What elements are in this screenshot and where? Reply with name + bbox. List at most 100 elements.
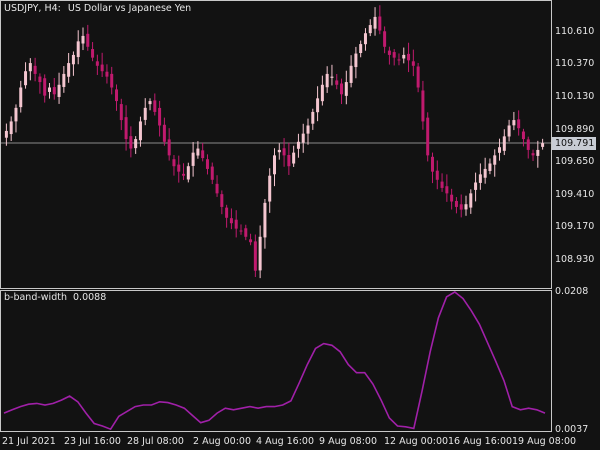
candle[interactable] — [426, 112, 430, 162]
candle[interactable] — [344, 70, 348, 105]
candle[interactable] — [201, 143, 205, 162]
candle[interactable] — [273, 148, 276, 187]
candle[interactable] — [172, 155, 176, 176]
candlestick-series[interactable] — [4, 5, 545, 279]
candle[interactable] — [153, 93, 157, 116]
candle[interactable] — [81, 27, 85, 51]
candle[interactable] — [162, 117, 166, 146]
candle[interactable] — [363, 28, 367, 51]
candle[interactable] — [220, 190, 224, 215]
candle[interactable] — [469, 189, 473, 214]
candle[interactable] — [148, 98, 152, 111]
candle[interactable] — [445, 174, 449, 202]
candle[interactable] — [119, 98, 123, 131]
candle[interactable] — [450, 188, 454, 210]
candle[interactable] — [215, 175, 219, 197]
candle[interactable] — [335, 74, 339, 90]
candle[interactable] — [311, 108, 315, 130]
candle[interactable] — [407, 42, 411, 73]
candle[interactable] — [229, 208, 233, 230]
candle[interactable] — [225, 204, 229, 228]
candle[interactable] — [71, 51, 75, 76]
candle[interactable] — [301, 123, 305, 153]
candle[interactable] — [210, 162, 214, 185]
candle[interactable] — [19, 80, 23, 113]
candle[interactable] — [196, 141, 200, 159]
candle[interactable] — [392, 49, 396, 66]
candle[interactable] — [521, 128, 525, 147]
candle[interactable] — [373, 7, 377, 36]
candle[interactable] — [454, 197, 458, 214]
candle[interactable] — [287, 142, 291, 175]
candle[interactable] — [421, 80, 425, 130]
candle[interactable] — [402, 47, 406, 64]
candle[interactable] — [430, 152, 434, 184]
candle[interactable] — [28, 58, 32, 81]
candle[interactable] — [478, 163, 482, 190]
candle[interactable] — [244, 224, 248, 241]
candle[interactable] — [378, 5, 382, 35]
candle[interactable] — [182, 163, 186, 181]
candle[interactable] — [234, 210, 238, 238]
candle[interactable] — [488, 158, 492, 175]
candle[interactable] — [52, 77, 56, 100]
candle[interactable] — [143, 98, 147, 126]
candle[interactable] — [134, 136, 138, 154]
candle[interactable] — [129, 126, 133, 158]
candle[interactable] — [205, 154, 209, 175]
candle[interactable] — [411, 49, 415, 77]
candle[interactable] — [320, 75, 324, 106]
candle[interactable] — [397, 53, 401, 66]
candle[interactable] — [493, 149, 497, 177]
candle[interactable] — [191, 142, 195, 177]
candle[interactable] — [47, 82, 51, 99]
candle[interactable] — [86, 24, 90, 51]
candle[interactable] — [124, 105, 128, 151]
candle[interactable] — [263, 199, 267, 249]
candle[interactable] — [507, 119, 511, 142]
candle[interactable] — [459, 194, 463, 218]
candle[interactable] — [62, 66, 66, 93]
candle[interactable] — [138, 116, 142, 147]
candle[interactable] — [349, 55, 353, 88]
candle[interactable] — [531, 149, 535, 161]
candle[interactable] — [33, 57, 37, 82]
candle[interactable] — [282, 138, 286, 167]
candle[interactable] — [498, 138, 502, 161]
b-band-width-line[interactable] — [3, 291, 546, 431]
candle[interactable] — [253, 234, 257, 278]
candle[interactable] — [383, 26, 387, 54]
candle[interactable] — [416, 62, 420, 93]
candle[interactable] — [536, 140, 540, 168]
candle[interactable] — [158, 100, 162, 137]
candle[interactable] — [91, 42, 95, 62]
candle[interactable] — [483, 157, 487, 184]
candle[interactable] — [76, 30, 80, 65]
candle[interactable] — [306, 118, 310, 145]
candle[interactable] — [268, 168, 272, 213]
candle[interactable] — [464, 195, 468, 216]
candle[interactable] — [67, 53, 71, 83]
candle[interactable] — [105, 64, 109, 84]
candle[interactable] — [258, 225, 262, 279]
candle[interactable] — [330, 64, 334, 86]
candle[interactable] — [387, 46, 391, 65]
candle[interactable] — [502, 129, 506, 156]
indicator-series[interactable] — [3, 291, 546, 431]
candle[interactable] — [9, 116, 13, 141]
candle[interactable] — [249, 233, 253, 246]
candle[interactable] — [359, 40, 363, 58]
candle[interactable] — [368, 19, 372, 37]
candle[interactable] — [296, 133, 300, 158]
candle[interactable] — [115, 84, 119, 111]
candle[interactable] — [435, 160, 439, 190]
candle[interactable] — [43, 74, 47, 103]
candle[interactable] — [354, 46, 358, 79]
candle[interactable] — [440, 173, 444, 192]
candle[interactable] — [325, 66, 329, 93]
candle[interactable] — [316, 86, 320, 122]
candle[interactable] — [4, 123, 8, 146]
candle[interactable] — [474, 172, 478, 202]
candle[interactable] — [239, 224, 243, 235]
